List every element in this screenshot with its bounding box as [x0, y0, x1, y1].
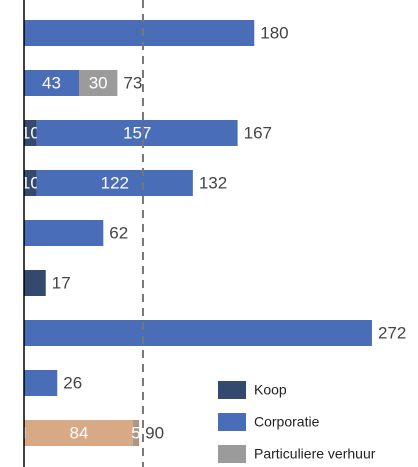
bar-segment — [24, 120, 37, 146]
bar-segment — [25, 420, 133, 446]
bar-segment — [24, 70, 80, 96]
bar-segment — [24, 20, 255, 46]
legend-label: Particuliere verhuur — [254, 446, 376, 462]
segment-label: 10 — [21, 173, 40, 192]
bar-segment — [36, 170, 193, 196]
total-label: 90 — [145, 423, 164, 442]
total-label: 73 — [123, 73, 142, 92]
legend-swatch — [218, 445, 246, 463]
bar-segment — [24, 370, 58, 396]
segment-label: 43 — [42, 73, 61, 92]
bar-segment — [24, 320, 372, 346]
segment-label: 5 — [131, 423, 140, 442]
bar-segment — [36, 120, 238, 146]
legend-label: Koop — [254, 382, 287, 398]
segment-label: 84 — [70, 423, 89, 442]
legend-swatch — [218, 413, 246, 431]
bar-segment — [132, 420, 140, 446]
segment-label: 122 — [101, 173, 129, 192]
bar-segment — [79, 70, 118, 96]
segment-label: 30 — [89, 73, 108, 92]
bar-segment — [24, 220, 104, 246]
total-label: 180 — [260, 23, 288, 42]
total-label: 17 — [52, 273, 71, 292]
total-label: 132 — [199, 173, 227, 192]
legend-label: Corporatie — [254, 414, 320, 430]
legend-swatch — [218, 381, 246, 399]
total-label: 26 — [63, 373, 82, 392]
bar-segment — [24, 170, 37, 196]
segment-label: 157 — [123, 123, 151, 142]
total-label: 272 — [378, 323, 406, 342]
segment-label: 10 — [21, 123, 40, 142]
total-label: 167 — [244, 123, 272, 142]
total-label: 62 — [109, 223, 128, 242]
bar-segment — [24, 270, 46, 296]
